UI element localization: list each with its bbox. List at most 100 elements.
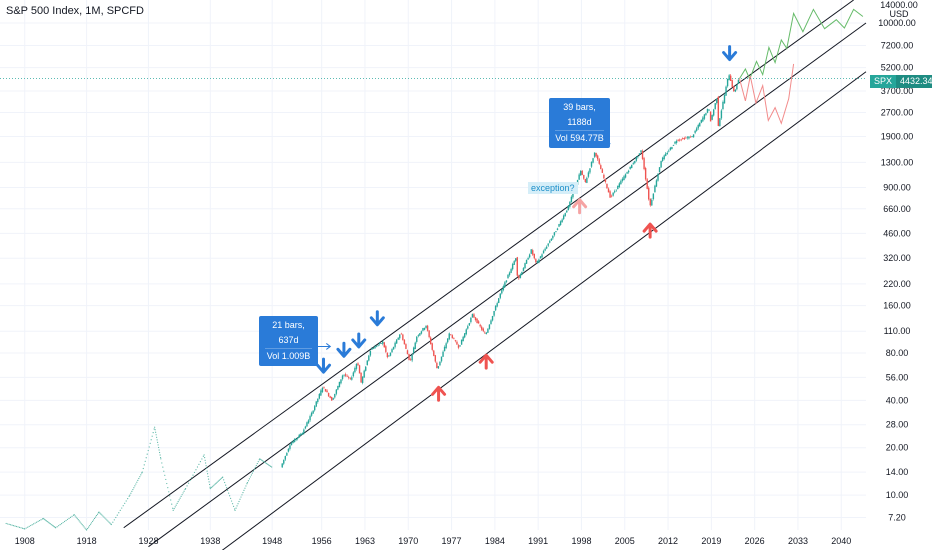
candle-body xyxy=(323,386,325,388)
candle-body xyxy=(665,153,667,156)
pre-trace-dot xyxy=(58,525,60,527)
pre-trace-dot xyxy=(62,521,64,524)
candle-body xyxy=(445,343,447,348)
pre-trace-dot xyxy=(267,463,269,465)
candle-body xyxy=(581,170,583,175)
candle-body xyxy=(657,173,659,181)
candle-body xyxy=(281,463,283,468)
pre-trace-dot xyxy=(268,464,270,466)
pre-trace-dot xyxy=(158,446,160,449)
pre-trace-dot xyxy=(10,524,12,526)
candle-body xyxy=(652,193,655,200)
pre-trace-dot xyxy=(263,460,265,463)
x-tick-label-3: 1938 xyxy=(200,536,220,546)
x-tick-label-11: 1998 xyxy=(571,536,591,546)
pre-trace-dot xyxy=(223,479,225,481)
pre-trace-dot xyxy=(27,526,29,528)
candle-body xyxy=(456,341,458,345)
candle-body xyxy=(691,136,693,137)
last-price-badge[interactable]: SPX 4432.34 xyxy=(870,75,932,88)
x-tick-label-16: 2033 xyxy=(788,536,808,546)
pre-trace-dot xyxy=(30,524,32,527)
candle-body xyxy=(731,80,733,87)
pre-trace-dot xyxy=(76,517,78,520)
y-tick-label-6: 1300.00 xyxy=(881,157,914,167)
pre-trace-dot xyxy=(153,428,155,430)
candle-body xyxy=(714,103,716,110)
candle-body xyxy=(453,338,455,340)
pre-trace-dot xyxy=(178,499,180,501)
arrow-up-marker-0 xyxy=(431,385,447,402)
candle-body xyxy=(592,158,594,163)
pre-trace-dot xyxy=(236,505,238,507)
candle-body xyxy=(493,310,495,316)
candle-body xyxy=(431,343,433,350)
pre-trace-dot xyxy=(31,524,33,526)
candle-body xyxy=(366,360,368,366)
x-tick-label-13: 2012 xyxy=(658,536,678,546)
pre-trace-dot xyxy=(180,495,182,498)
pre-trace-dot xyxy=(102,515,104,517)
pre-trace-dot xyxy=(84,527,86,529)
candle-body xyxy=(394,342,396,347)
y-tick-label-3: 3700.00 xyxy=(881,86,914,96)
pre-trace-dot xyxy=(36,521,38,523)
pre-trace-dot xyxy=(88,525,91,527)
pre-trace-dot xyxy=(141,472,143,474)
pre-trace-dot xyxy=(100,513,102,515)
candle-body xyxy=(589,168,591,173)
candle-body xyxy=(482,328,484,332)
pre-trace-dot xyxy=(66,518,69,521)
candle-body xyxy=(564,213,566,217)
candle-body xyxy=(705,113,707,115)
pre-trace-dot xyxy=(33,523,35,525)
candle-body xyxy=(544,248,546,251)
candle-body xyxy=(293,438,296,443)
pre-trace-dot xyxy=(55,527,57,529)
candle-body xyxy=(717,96,720,126)
candle-body xyxy=(510,269,512,273)
pre-trace-dot xyxy=(103,516,105,518)
pre-trace-dot xyxy=(42,517,44,520)
measure-callout-1998[interactable]: 39 bars, 1188d Vol 594.77B xyxy=(549,98,610,148)
pre-trace-dot xyxy=(90,522,93,524)
candle-body xyxy=(566,210,568,213)
channel-lines xyxy=(123,0,867,550)
pre-trace-dot xyxy=(219,478,221,481)
candle-body xyxy=(524,263,526,269)
candle-body xyxy=(498,298,500,303)
pre-trace-dot xyxy=(159,456,162,459)
pre-trace-dot xyxy=(154,429,156,431)
pre-trace-dot xyxy=(232,505,235,507)
candle-body xyxy=(422,328,424,331)
arrow-down-marker-4 xyxy=(722,45,738,62)
pre-trace-dot xyxy=(162,466,164,468)
candle-body xyxy=(626,172,628,174)
y-tick-label-14: 80.00 xyxy=(886,348,909,358)
x-tick-label-6: 1963 xyxy=(355,536,375,546)
pre-trace-dot xyxy=(220,477,222,480)
candle-body xyxy=(680,139,682,141)
pre-trace-dot xyxy=(86,527,89,530)
pre-trace-dot xyxy=(131,490,133,493)
candle-body xyxy=(674,141,676,144)
candle-body xyxy=(457,345,460,348)
candle-body xyxy=(471,313,474,318)
pre-trace-dot xyxy=(119,509,121,511)
candle-body xyxy=(558,224,560,227)
pre-trace-dot xyxy=(176,502,178,504)
x-tick-label-2: 1928 xyxy=(138,536,158,546)
candle-body xyxy=(354,368,356,373)
pre-trace-dot xyxy=(75,516,77,518)
candle-body xyxy=(442,351,444,357)
pre-trace-dot xyxy=(37,520,39,523)
candle-body xyxy=(487,328,489,333)
pre-trace-dot xyxy=(71,515,73,517)
measure-callout-1956[interactable]: 21 bars, 637d Vol 1.009B xyxy=(259,316,318,366)
pre-trace-dot xyxy=(46,520,48,523)
pre-trace-dot xyxy=(142,467,144,470)
candle-body xyxy=(590,161,593,167)
candle-body xyxy=(392,346,395,350)
y-tick-label-9: 460.00 xyxy=(883,228,911,238)
